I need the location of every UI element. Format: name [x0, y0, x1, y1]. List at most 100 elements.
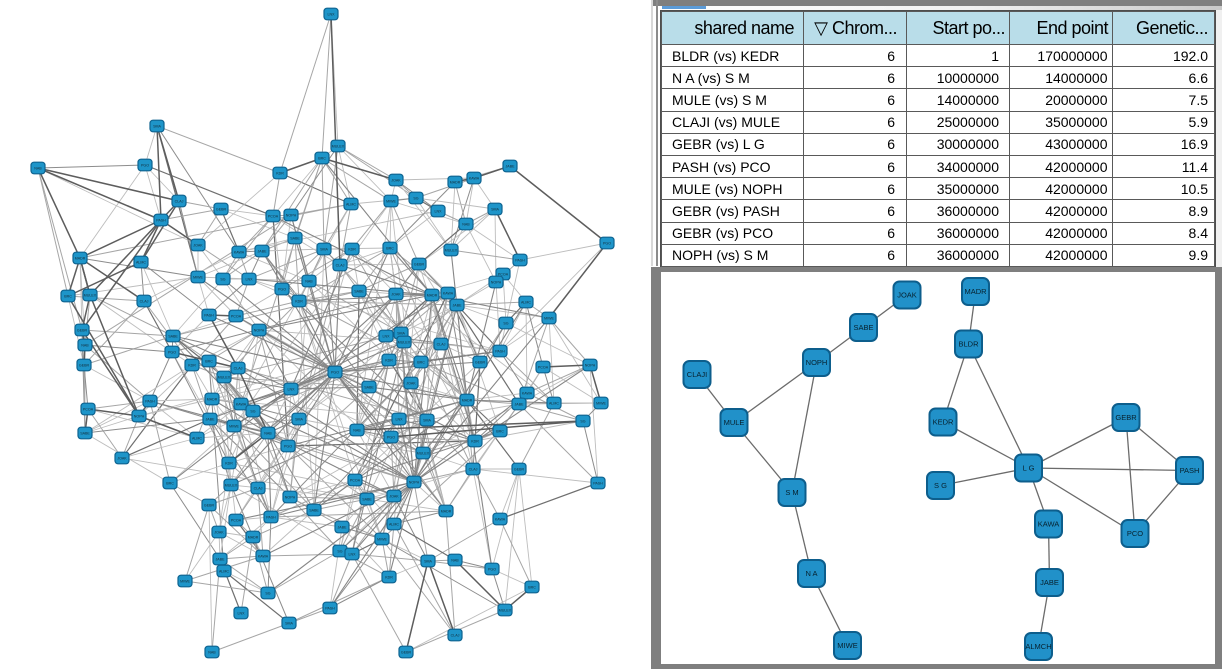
svg-text:MULEX: MULEX — [417, 452, 430, 456]
svg-text:LNX: LNX — [288, 388, 296, 392]
svg-text:SABE: SABE — [168, 335, 178, 339]
svg-text:JOAK: JOAK — [391, 293, 401, 297]
svg-text:MADR: MADR — [441, 510, 452, 514]
svg-text:KDR: KDR — [385, 576, 393, 580]
svg-text:PGO: PGO — [387, 436, 395, 440]
svg-text:NAB: NAB — [451, 559, 459, 563]
svg-text:S G: S G — [934, 481, 947, 490]
svg-text:PCOA: PCOA — [498, 273, 509, 277]
svg-text:PGO: PGO — [168, 351, 176, 355]
svg-text:MULEX: MULEX — [218, 376, 231, 380]
svg-text:JABE: JABE — [1040, 578, 1059, 587]
svg-text:PASH: PASH — [1179, 466, 1199, 475]
svg-text:KAWA: KAWA — [258, 555, 269, 559]
svg-text:PCOA: PCOA — [350, 479, 361, 483]
svg-text:KAWA: KAWA — [443, 292, 454, 296]
svg-text:JOAK: JOAK — [391, 179, 401, 183]
svg-text:LNX: LNX — [435, 210, 443, 214]
svg-text:JOAK: JOAK — [214, 531, 224, 535]
svg-text:KAWA: KAWA — [1037, 519, 1059, 528]
svg-text:SG: SG — [220, 278, 225, 282]
svg-text:SMA: SMA — [423, 419, 431, 423]
svg-text:ALMC: ALMC — [136, 261, 146, 265]
svg-text:LNX: LNX — [328, 13, 336, 17]
svg-text:PASH: PASH — [266, 516, 276, 520]
svg-text:MULEX: MULEX — [225, 484, 238, 488]
svg-text:PCOA: PCOA — [538, 366, 549, 370]
svg-text:GEBR: GEBR — [475, 361, 486, 365]
svg-text:BRC: BRC — [386, 247, 394, 251]
svg-text:SABE: SABE — [354, 290, 364, 294]
svg-text:BRC: BRC — [166, 482, 174, 486]
svg-text:PASH: PASH — [495, 350, 505, 354]
svg-text:ALMC: ALMC — [521, 301, 531, 305]
svg-text:MIWE: MIWE — [386, 200, 396, 204]
svg-text:MADR: MADR — [75, 257, 86, 261]
svg-text:LNX: LNX — [238, 612, 246, 616]
svg-text:MULEX: MULEX — [445, 249, 458, 253]
svg-text:MIWE: MIWE — [837, 641, 857, 650]
svg-text:NOPH: NOPH — [805, 358, 827, 367]
svg-text:GEBR: GEBR — [414, 263, 425, 267]
svg-text:PGO: PGO — [284, 445, 292, 449]
svg-text:NOPH: NOPH — [585, 364, 596, 368]
svg-text:ALMC: ALMC — [389, 523, 399, 527]
svg-text:MIWE: MIWE — [180, 580, 190, 584]
svg-text:SABE: SABE — [853, 323, 873, 332]
svg-text:KDR: KDR — [276, 172, 284, 176]
svg-text:SABE: SABE — [290, 237, 300, 241]
svg-text:CLAJ: CLAJ — [451, 634, 460, 638]
svg-text:SG: SG — [250, 410, 255, 414]
svg-text:NOPH: NOPH — [491, 281, 502, 285]
svg-text:MULEX: MULEX — [398, 341, 411, 345]
svg-text:PASH: PASH — [156, 219, 166, 223]
svg-text:ALMC: ALMC — [346, 203, 356, 207]
svg-text:SMA: SMA — [397, 332, 405, 336]
svg-text:MULE: MULE — [723, 418, 744, 427]
svg-text:MIWE: MIWE — [193, 276, 203, 280]
svg-text:JABE: JABE — [338, 526, 348, 530]
svg-text:CLAJ: CLAJ — [140, 300, 149, 304]
svg-text:BRC: BRC — [417, 361, 425, 365]
svg-text:KDR: KDR — [385, 359, 393, 363]
svg-text:LNX: LNX — [383, 335, 391, 339]
svg-text:ALMC: ALMC — [192, 437, 202, 441]
svg-text:JABE: JABE — [206, 418, 216, 422]
svg-text:SMA: SMA — [285, 622, 293, 626]
svg-text:MADR: MADR — [462, 399, 473, 403]
svg-text:JABE: JABE — [453, 304, 463, 308]
svg-text:MADR: MADR — [450, 181, 461, 185]
svg-text:SMA: SMA — [295, 418, 303, 422]
svg-text:KAWA: KAWA — [522, 392, 533, 396]
svg-text:PCOA: PCOA — [83, 408, 94, 412]
svg-text:SMA: SMA — [424, 560, 432, 564]
svg-text:SABE: SABE — [80, 432, 90, 436]
svg-text:PASH: PASH — [204, 314, 214, 318]
svg-text:JOAK: JOAK — [406, 382, 416, 386]
svg-text:JOAK: JOAK — [389, 495, 399, 499]
svg-text:KDR: KDR — [225, 462, 233, 466]
svg-text:MIWE: MIWE — [544, 317, 554, 321]
svg-text:SG: SG — [265, 592, 270, 596]
svg-text:PCOA: PCOA — [231, 519, 242, 523]
svg-text:NOPH: NOPH — [285, 496, 296, 500]
svg-text:GEBR: GEBR — [79, 364, 90, 368]
svg-text:KAWA: KAWA — [495, 518, 506, 522]
svg-text:SABE: SABE — [364, 386, 374, 390]
svg-text:BLDR: BLDR — [958, 339, 979, 348]
svg-text:SG: SG — [337, 550, 342, 554]
svg-text:MADR: MADR — [427, 294, 438, 298]
svg-text:LNX: LNX — [246, 278, 254, 282]
svg-text:MADR: MADR — [964, 287, 987, 296]
svg-text:N A: N A — [805, 569, 817, 578]
svg-text:PGO: PGO — [603, 242, 611, 246]
svg-text:PGO: PGO — [488, 568, 496, 572]
svg-text:L G: L G — [1022, 463, 1034, 472]
svg-text:MULEX: MULEX — [499, 609, 512, 613]
svg-text:KAWA: KAWA — [234, 251, 245, 255]
svg-text:KEDR: KEDR — [932, 417, 953, 426]
svg-text:BRC: BRC — [205, 360, 213, 364]
svg-text:JOAK: JOAK — [897, 290, 917, 299]
svg-text:MIWE: MIWE — [596, 402, 606, 406]
svg-text:CLAJ: CLAJ — [469, 468, 478, 472]
